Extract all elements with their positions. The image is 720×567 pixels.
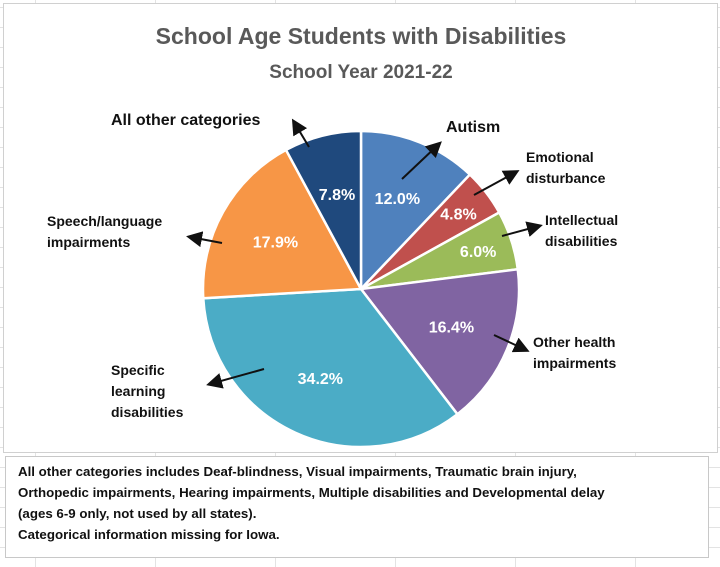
footnote-line: All other categories includes Deaf-blind…	[18, 464, 577, 479]
footnote-box: All other categories includes Deaf-blind…	[5, 456, 709, 558]
category-label: Other health impairments	[533, 334, 616, 371]
category-label: All other categories	[111, 112, 260, 129]
data-label: 16.4%	[429, 320, 474, 337]
pie-slice-autism	[359, 129, 472, 293]
pie-slice-other-health-impairments	[358, 267, 521, 416]
pie-chart: School Age Students with Disabilities Sc…	[47, 23, 618, 449]
pie-slice-specific-learning-disabilities	[201, 287, 460, 449]
category-label: Autism	[446, 119, 500, 136]
footnote-line: (ages 6-9 only, not used by all states).	[18, 506, 257, 521]
data-label: 7.8%	[319, 187, 355, 204]
category-label: Specific learning disabilities	[111, 362, 184, 420]
chart-title: School Age Students with Disabilities	[156, 23, 567, 49]
category-label: Emotional disturbance	[526, 149, 606, 186]
footnote-line: Orthopedic impairments, Hearing impairme…	[18, 485, 605, 500]
chart-area: School Age Students with Disabilities Sc…	[3, 3, 718, 453]
category-label: Intellectual disabilities	[545, 212, 618, 249]
leader-arrow	[291, 118, 310, 148]
leader-arrow	[206, 368, 265, 389]
footnote-line: Categorical information missing for Iowa…	[18, 527, 280, 542]
pie-slice-all-other-categories	[284, 129, 363, 290]
data-label: 17.9%	[253, 234, 298, 251]
leader-arrow	[493, 334, 530, 353]
leader-arrow	[186, 231, 223, 248]
data-label: 4.8%	[440, 207, 476, 224]
data-label: 34.2%	[298, 371, 343, 388]
chart-subtitle: School Year 2021-22	[269, 62, 452, 83]
leader-arrow	[401, 141, 442, 180]
leader-arrow	[501, 221, 543, 237]
data-label: 12.0%	[375, 191, 420, 208]
category-label: Speech/language impairments	[47, 213, 162, 250]
data-label: 6.0%	[460, 244, 496, 261]
leader-arrow	[473, 170, 520, 196]
pie-slice-speech-language-impairments	[201, 148, 364, 300]
